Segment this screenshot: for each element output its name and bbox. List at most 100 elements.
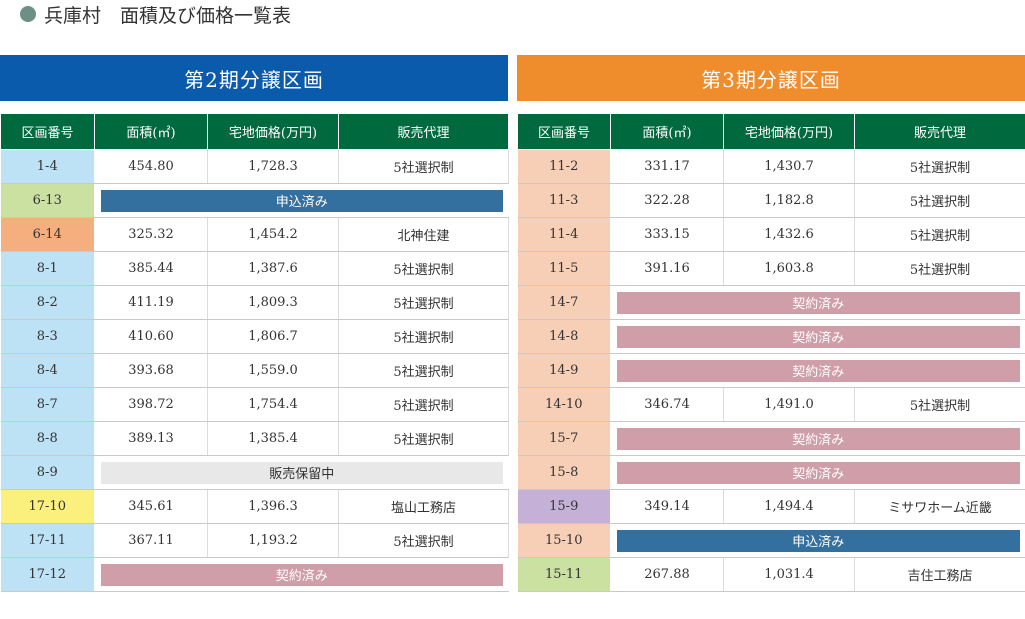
lot-number-cell: 8-1 — [0, 251, 95, 286]
agent-cell: 5社選択制 — [854, 387, 1025, 422]
phase2-banner: 第2期分譲区画 — [0, 55, 508, 101]
area-cell: 389.13 — [94, 421, 208, 456]
page-title: 兵庫村 面積及び価格一覧表 — [44, 4, 292, 27]
table-row: 15-8 契約済み — [517, 455, 1025, 490]
area-cell: 410.60 — [94, 319, 208, 354]
area-cell: 411.19 — [94, 285, 208, 320]
phase3-table: 区画番号 面積(㎡) 宅地価格(万円) 販売代理 11-2 331.17 1,430… — [517, 113, 1025, 592]
price-cell: 1,432.6 — [723, 217, 855, 252]
area-cell: 322.28 — [610, 183, 724, 218]
table-row: 11-3 322.28 1,182.8 5社選択制 — [517, 183, 1025, 218]
table-header-row: 区画番号 面積(㎡) 宅地価格(万円) 販売代理 — [0, 113, 509, 150]
table-row: 15-7 契約済み — [517, 421, 1025, 456]
agent-cell: 5社選択制 — [338, 285, 509, 320]
table-row: 15-11 267.88 1,031.4 吉住工務店 — [517, 557, 1025, 592]
status-cell: 契約済み — [610, 455, 1025, 490]
phase3-banner: 第3期分譲区画 — [517, 55, 1025, 101]
col-header-price: 宅地価格(万円) — [207, 113, 339, 150]
phase3-rows: 11-2 331.17 1,430.7 5社選択制 11-3 322.28 1,182.8 5… — [517, 149, 1025, 592]
lot-number-cell: 6-14 — [0, 217, 95, 252]
table-row: 8-8 389.13 1,385.4 5社選択制 — [0, 421, 509, 456]
lot-number-cell: 14-7 — [517, 285, 611, 320]
agent-cell: 5社選択制 — [854, 149, 1025, 184]
status-cell: 契約済み — [610, 421, 1025, 456]
table-row: 17-10 345.61 1,396.3 塩山工務店 — [0, 489, 509, 524]
lot-number-cell: 8-7 — [0, 387, 95, 422]
table-row: 14-10 346.74 1,491.0 5社選択制 — [517, 387, 1025, 422]
table-row: 17-11 367.11 1,193.2 5社選択制 — [0, 523, 509, 558]
area-cell: 391.16 — [610, 251, 724, 286]
table-row: 8-2 411.19 1,809.3 5社選択制 — [0, 285, 509, 320]
table-row: 6-14 325.32 1,454.2 北神住建 — [0, 217, 509, 252]
lot-number-cell: 14-9 — [517, 353, 611, 388]
table-header-row: 区画番号 面積(㎡) 宅地価格(万円) 販売代理 — [517, 113, 1025, 150]
agent-cell: ミサワホーム近畿 — [854, 489, 1025, 524]
status-badge-contract: 契約済み — [617, 427, 1020, 450]
area-cell: 333.15 — [610, 217, 724, 252]
status-cell: 販売保留中 — [94, 455, 509, 490]
price-cell: 1,454.2 — [207, 217, 339, 252]
agent-cell: 吉住工務店 — [854, 557, 1025, 592]
status-badge-hold: 販売保留中 — [101, 461, 503, 484]
phase3-section: 第3期分譲区画 区画番号 面積(㎡) 宅地価格(万円) 販売代理 11-2 331… — [517, 55, 1025, 592]
lot-number-cell: 14-10 — [517, 387, 611, 422]
col-header-lot-number: 区画番号 — [517, 113, 611, 150]
status-badge-applied: 申込済み — [101, 189, 503, 212]
agent-cell: 5社選択制 — [338, 251, 509, 286]
area-cell: 346.74 — [610, 387, 724, 422]
bullet-dot-icon — [20, 6, 36, 22]
status-cell: 申込済み — [610, 523, 1025, 558]
lot-number-cell: 14-8 — [517, 319, 611, 354]
area-cell: 331.17 — [610, 149, 724, 184]
status-badge-contract: 契約済み — [617, 359, 1020, 382]
area-cell: 393.68 — [94, 353, 208, 388]
lot-number-cell: 11-5 — [517, 251, 611, 286]
status-cell: 申込済み — [94, 183, 509, 218]
table-row: 15-9 349.14 1,494.4 ミサワホーム近畿 — [517, 489, 1025, 524]
agent-cell: 5社選択制 — [338, 149, 509, 184]
status-cell: 契約済み — [610, 319, 1025, 354]
status-badge-contract: 契約済み — [617, 325, 1020, 348]
table-row: 8-1 385.44 1,387.6 5社選択制 — [0, 251, 509, 286]
table-row: 11-2 331.17 1,430.7 5社選択制 — [517, 149, 1025, 184]
col-header-agent: 販売代理 — [338, 113, 509, 150]
lot-number-cell: 15-8 — [517, 455, 611, 490]
area-cell: 367.11 — [94, 523, 208, 558]
table-row: 14-9 契約済み — [517, 353, 1025, 388]
agent-cell: 5社選択制 — [854, 251, 1025, 286]
status-cell: 契約済み — [610, 353, 1025, 388]
status-badge-contract: 契約済み — [617, 461, 1020, 484]
price-cell: 1,754.4 — [207, 387, 339, 422]
status-cell: 契約済み — [610, 285, 1025, 320]
table-row: 6-13 申込済み — [0, 183, 509, 218]
lot-number-cell: 15-11 — [517, 557, 611, 592]
agent-cell: 5社選択制 — [338, 353, 509, 388]
page-header: 兵庫村 面積及び価格一覧表 — [20, 3, 292, 27]
lot-number-cell: 8-8 — [0, 421, 95, 456]
lot-number-cell: 6-13 — [0, 183, 95, 218]
price-cell: 1,603.8 — [723, 251, 855, 286]
agent-cell: 5社選択制 — [338, 523, 509, 558]
agent-cell: 5社選択制 — [338, 421, 509, 456]
area-cell: 454.80 — [94, 149, 208, 184]
table-row: 8-9 販売保留中 — [0, 455, 509, 490]
area-cell: 385.44 — [94, 251, 208, 286]
price-cell: 1,809.3 — [207, 285, 339, 320]
price-cell: 1,494.4 — [723, 489, 855, 524]
lot-number-cell: 15-7 — [517, 421, 611, 456]
agent-cell: 5社選択制 — [338, 387, 509, 422]
table-row: 8-7 398.72 1,754.4 5社選択制 — [0, 387, 509, 422]
price-cell: 1,806.7 — [207, 319, 339, 354]
lot-number-cell: 11-2 — [517, 149, 611, 184]
area-cell: 325.32 — [94, 217, 208, 252]
lot-number-cell: 11-3 — [517, 183, 611, 218]
price-cell: 1,430.7 — [723, 149, 855, 184]
lot-number-cell: 8-4 — [0, 353, 95, 388]
agent-cell: 5社選択制 — [854, 183, 1025, 218]
price-cell: 1,559.0 — [207, 353, 339, 388]
agent-cell: 5社選択制 — [338, 319, 509, 354]
lot-number-cell: 11-4 — [517, 217, 611, 252]
price-cell: 1,385.4 — [207, 421, 339, 456]
col-header-area: 面積(㎡) — [610, 113, 724, 150]
lot-number-cell: 8-3 — [0, 319, 95, 354]
